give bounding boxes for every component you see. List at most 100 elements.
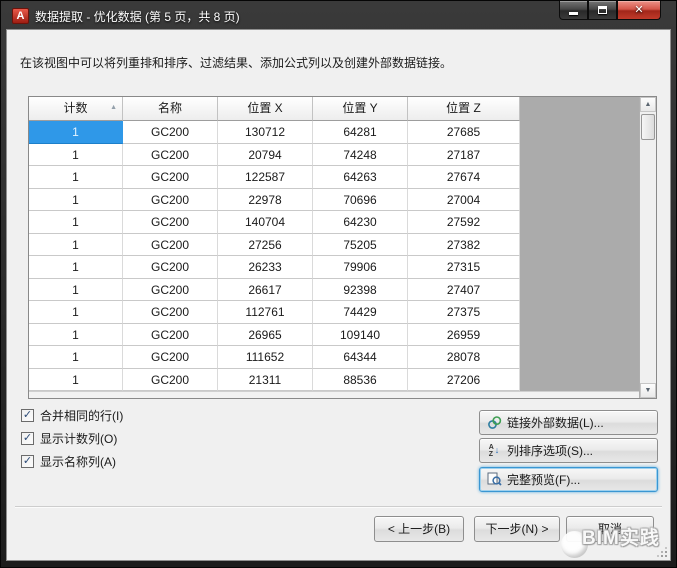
table-columns-area: 计数 ▲ 名称 位置 X 位置 Y 位置 Z 1 GC200 130712 64281… bbox=[29, 97, 639, 398]
cancel-button[interactable]: 取消 bbox=[566, 516, 654, 542]
table-cell[interactable]: 27315 bbox=[408, 256, 520, 279]
table-cell[interactable]: 111652 bbox=[218, 346, 313, 369]
table-cell[interactable]: 27685 bbox=[408, 121, 520, 144]
table-cell[interactable]: 1 bbox=[29, 368, 123, 391]
window-title: 数据提取 - 优化数据 (第 5 页，共 8 页) bbox=[35, 9, 240, 24]
table-cell[interactable]: GC200 bbox=[123, 233, 218, 256]
column-header-name[interactable]: 名称 bbox=[123, 97, 218, 121]
checkbox-show-count-column[interactable]: ✓ 显示计数列(O) bbox=[21, 430, 123, 446]
table-cell[interactable]: GC200 bbox=[123, 301, 218, 324]
table-cell[interactable]: 22978 bbox=[218, 188, 313, 211]
table-cell[interactable]: GC200 bbox=[123, 121, 218, 144]
table-row: 1 GC200 122587 64263 27674 bbox=[29, 166, 639, 189]
resize-grip[interactable] bbox=[656, 546, 668, 558]
table-cell[interactable]: 26959 bbox=[408, 323, 520, 346]
table-cell[interactable]: 1 bbox=[29, 121, 123, 144]
table-cell[interactable]: 1 bbox=[29, 256, 123, 279]
table-row: 1 GC200 130712 64281 27685 bbox=[29, 121, 639, 144]
back-button[interactable]: < 上一步(B) bbox=[374, 516, 464, 542]
table-cell[interactable]: 64230 bbox=[313, 211, 408, 234]
column-header-pos-z[interactable]: 位置 Z bbox=[408, 97, 520, 121]
table-cell[interactable]: 122587 bbox=[218, 166, 313, 189]
table-cell[interactable]: 26617 bbox=[218, 278, 313, 301]
link-external-data-button[interactable]: 链接外部数据(L)... bbox=[479, 410, 658, 435]
table-cell[interactable]: 1 bbox=[29, 323, 123, 346]
window-controls: ✕ bbox=[559, 1, 661, 21]
table-cell[interactable]: 70696 bbox=[313, 188, 408, 211]
column-header-label: 位置 Y bbox=[342, 101, 378, 115]
vertical-scrollbar[interactable]: ▲ ▼ bbox=[639, 97, 656, 398]
table-cell[interactable]: 26965 bbox=[218, 323, 313, 346]
table-cell[interactable]: 1 bbox=[29, 188, 123, 211]
table-cell[interactable]: 21311 bbox=[218, 368, 313, 391]
table-cell[interactable]: 112761 bbox=[218, 301, 313, 324]
table-cell[interactable]: 64344 bbox=[313, 346, 408, 369]
table-cell[interactable]: GC200 bbox=[123, 323, 218, 346]
table-cell[interactable]: 140704 bbox=[218, 211, 313, 234]
checkbox-checked-icon[interactable]: ✓ bbox=[21, 454, 34, 468]
table-cell[interactable]: 1 bbox=[29, 143, 123, 166]
table-cell[interactable]: 27375 bbox=[408, 301, 520, 324]
maximize-button[interactable] bbox=[588, 1, 617, 20]
table-cell[interactable]: 1 bbox=[29, 233, 123, 256]
checkbox-combine-identical-rows[interactable]: ✓ 合并相同的行(I) bbox=[21, 407, 123, 423]
scroll-up-arrow[interactable]: ▲ bbox=[640, 97, 656, 112]
table-cell[interactable]: 27674 bbox=[408, 166, 520, 189]
table-cell[interactable]: 27004 bbox=[408, 188, 520, 211]
table-cell[interactable]: 75205 bbox=[313, 233, 408, 256]
table-cell[interactable]: 92398 bbox=[313, 278, 408, 301]
table-cell[interactable]: GC200 bbox=[123, 256, 218, 279]
checkbox-checked-icon[interactable]: ✓ bbox=[21, 408, 34, 422]
table-cell[interactable]: 79906 bbox=[313, 256, 408, 279]
table-row: 1 GC200 26617 92398 27407 bbox=[29, 278, 639, 301]
minimize-button[interactable] bbox=[559, 1, 588, 20]
table-row: 1 GC200 140704 64230 27592 bbox=[29, 211, 639, 234]
table-cell[interactable]: 27206 bbox=[408, 368, 520, 391]
table-cell[interactable]: 26233 bbox=[218, 256, 313, 279]
table-cell[interactable]: 1 bbox=[29, 166, 123, 189]
table-cell[interactable]: 1 bbox=[29, 346, 123, 369]
table-cell[interactable]: GC200 bbox=[123, 166, 218, 189]
scrollbar-thumb[interactable] bbox=[641, 114, 655, 140]
table-cell[interactable]: 109140 bbox=[313, 323, 408, 346]
table-cell[interactable]: 28078 bbox=[408, 346, 520, 369]
next-button[interactable]: 下一步(N) > bbox=[474, 516, 560, 542]
table-cell[interactable]: GC200 bbox=[123, 368, 218, 391]
table-cell[interactable]: 1 bbox=[29, 211, 123, 234]
link-icon bbox=[486, 415, 502, 431]
table-cell[interactable]: 130712 bbox=[218, 121, 313, 144]
checkbox-show-name-column[interactable]: ✓ 显示名称列(A) bbox=[21, 453, 123, 469]
table-cell[interactable]: GC200 bbox=[123, 278, 218, 301]
column-header-pos-x[interactable]: 位置 X bbox=[218, 97, 313, 121]
scroll-down-arrow[interactable]: ▼ bbox=[640, 383, 656, 398]
table-cell[interactable]: GC200 bbox=[123, 346, 218, 369]
checkbox-checked-icon[interactable]: ✓ bbox=[21, 431, 34, 445]
table-cell[interactable]: GC200 bbox=[123, 188, 218, 211]
table-cell[interactable]: 64281 bbox=[313, 121, 408, 144]
table-cell[interactable]: GC200 bbox=[123, 211, 218, 234]
table-cell[interactable]: 88536 bbox=[313, 368, 408, 391]
table-cell[interactable]: GC200 bbox=[123, 143, 218, 166]
table-cell[interactable]: 64263 bbox=[313, 166, 408, 189]
button-label: 列排序选项(S)... bbox=[507, 444, 593, 458]
full-preview-button[interactable]: 完整预览(F)... bbox=[479, 467, 658, 492]
options-group: ✓ 合并相同的行(I) ✓ 显示计数列(O) ✓ 显示名称列(A) bbox=[21, 407, 123, 476]
table-cell[interactable]: 74429 bbox=[313, 301, 408, 324]
column-header-count[interactable]: 计数 ▲ bbox=[29, 97, 123, 121]
table-cell[interactable]: 27256 bbox=[218, 233, 313, 256]
table-cell[interactable]: 74248 bbox=[313, 143, 408, 166]
column-header-pos-y[interactable]: 位置 Y bbox=[313, 97, 408, 121]
table-cell[interactable]: 1 bbox=[29, 278, 123, 301]
table-cell[interactable]: 27407 bbox=[408, 278, 520, 301]
table-cell[interactable]: 20794 bbox=[218, 143, 313, 166]
table-row: 1 GC200 21311 88536 27206 bbox=[29, 368, 639, 391]
table-cell[interactable]: 27187 bbox=[408, 143, 520, 166]
close-button[interactable]: ✕ bbox=[617, 1, 661, 20]
table-empty-area bbox=[520, 97, 639, 391]
table-row: 1 GC200 27256 75205 27382 bbox=[29, 233, 639, 256]
table-cell[interactable]: 1 bbox=[29, 301, 123, 324]
table-cell[interactable]: 27382 bbox=[408, 233, 520, 256]
table-cell[interactable]: 27592 bbox=[408, 211, 520, 234]
